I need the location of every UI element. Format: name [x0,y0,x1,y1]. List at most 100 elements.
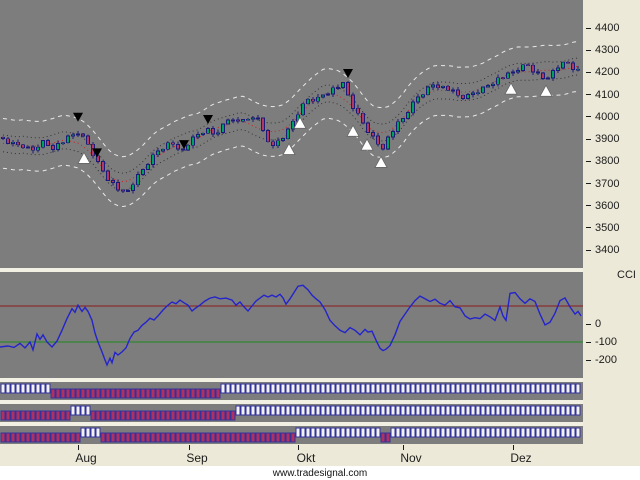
signal-bar-short [140,410,146,421]
signal-bar-short [70,388,76,399]
signal-bar-long [385,405,391,416]
price-value-axis[interactable]: 4400 4300 4200 4100 4000 3900 3800 3700 3600 3500… [583,0,640,444]
signal-bar-short [35,410,41,421]
signal-bar-long [5,383,11,394]
candle-body [96,155,100,162]
signal-bar-short [270,432,276,443]
signal-bar-short [130,410,136,421]
signal-bar-short [235,432,241,443]
signal-bar-long [485,383,491,394]
signal-bar-short [15,432,21,443]
signal-bar-short [5,432,11,443]
signal-bar-long [305,383,311,394]
cci-axis-tick: -200 [586,354,617,366]
signal-bar-short [205,432,211,443]
candle-body [156,150,160,156]
candle-body [546,77,550,80]
candle-body [551,70,555,79]
y-axis-tick: 3800 [586,155,619,167]
candle-body [576,68,580,71]
signal-bar-long [465,427,471,438]
signal-bar-short [120,432,126,443]
candle-body [351,94,355,109]
signal-bar-long [240,405,246,416]
candle-body [146,163,150,170]
candle-body [446,85,450,91]
signal-bar-long [535,427,541,438]
signal-bar-short [10,410,16,421]
signal-bar-short [100,388,106,399]
signal-bar-long [455,427,461,438]
candle-body [16,141,20,146]
signal-bar-short [230,432,236,443]
signal-bar-short [210,410,216,421]
signal-row-3[interactable] [0,426,583,444]
signal-bar-short [35,432,41,443]
signal-bar-long [525,427,531,438]
signal-bar-long [375,383,381,394]
signal-bar-long [330,427,336,438]
signal-bar-long [450,383,456,394]
signal-bar-long [320,383,326,394]
candle-body [191,136,195,146]
signal-bar-short [50,388,56,399]
signal-bar-long [355,383,361,394]
y-axis-tick-label: 3600 [595,199,620,212]
signal-bar-short [30,432,36,443]
signal-bar-short [225,432,231,443]
signal-bar-long [300,405,306,416]
signal-bar-short [205,410,211,421]
signal-bar-long [425,405,431,416]
candle-body [321,94,325,98]
cci-indicator-panel[interactable] [0,272,583,378]
signal-bar-long [280,405,286,416]
price-chart-panel[interactable] [0,0,583,268]
candle-body [496,77,500,85]
time-axis[interactable]: Aug Sep Okt Nov Dez [0,444,640,466]
tick-dash [586,227,591,229]
signal-bar-long [290,383,296,394]
month-label: Sep [186,451,208,465]
candle-body [441,85,445,89]
signal-bar-short [200,410,206,421]
y-axis-tick: 3500 [586,222,619,234]
candle-body [401,118,405,123]
candle-body [526,64,530,67]
buy-marker-icon [539,84,553,97]
signal-bar-long [270,383,276,394]
candle-body [246,118,250,121]
month-tick [189,445,190,450]
signal-bar-long [335,427,341,438]
signal-bar-long [340,383,346,394]
candle-body [81,133,85,137]
signal-bar-short [190,410,196,421]
cci-axis-title: CCI [617,269,636,281]
signal-bar-long [555,405,561,416]
signal-bar-long [575,427,581,438]
signal-bar-long [315,383,321,394]
signal-bar-long [40,383,46,394]
signal-bar-short [215,432,221,443]
signal-bar-long [260,405,266,416]
buy-marker-icon [374,155,388,168]
tick-dash [586,27,591,29]
signal-bar-short [40,432,46,443]
signal-bar-long [545,405,551,416]
signal-bar-short [165,432,171,443]
signal-bar-long [240,383,246,394]
candle-body [111,179,115,183]
signal-row-2[interactable] [0,404,583,422]
signal-bar-long [430,383,436,394]
signal-bar-long [385,383,391,394]
signal-bar-short [65,410,71,421]
signal-bar-long [550,383,556,394]
signal-bar-short [200,388,206,399]
candle-body [276,140,280,147]
signal-bar-long [265,383,271,394]
signal-row-1[interactable] [0,382,583,400]
signal-bar-long [540,383,546,394]
signal-bar-long [435,427,441,438]
signal-bar-long [445,405,451,416]
signal-bar-long [565,427,571,438]
y-axis-tick-label: 4000 [595,110,620,123]
